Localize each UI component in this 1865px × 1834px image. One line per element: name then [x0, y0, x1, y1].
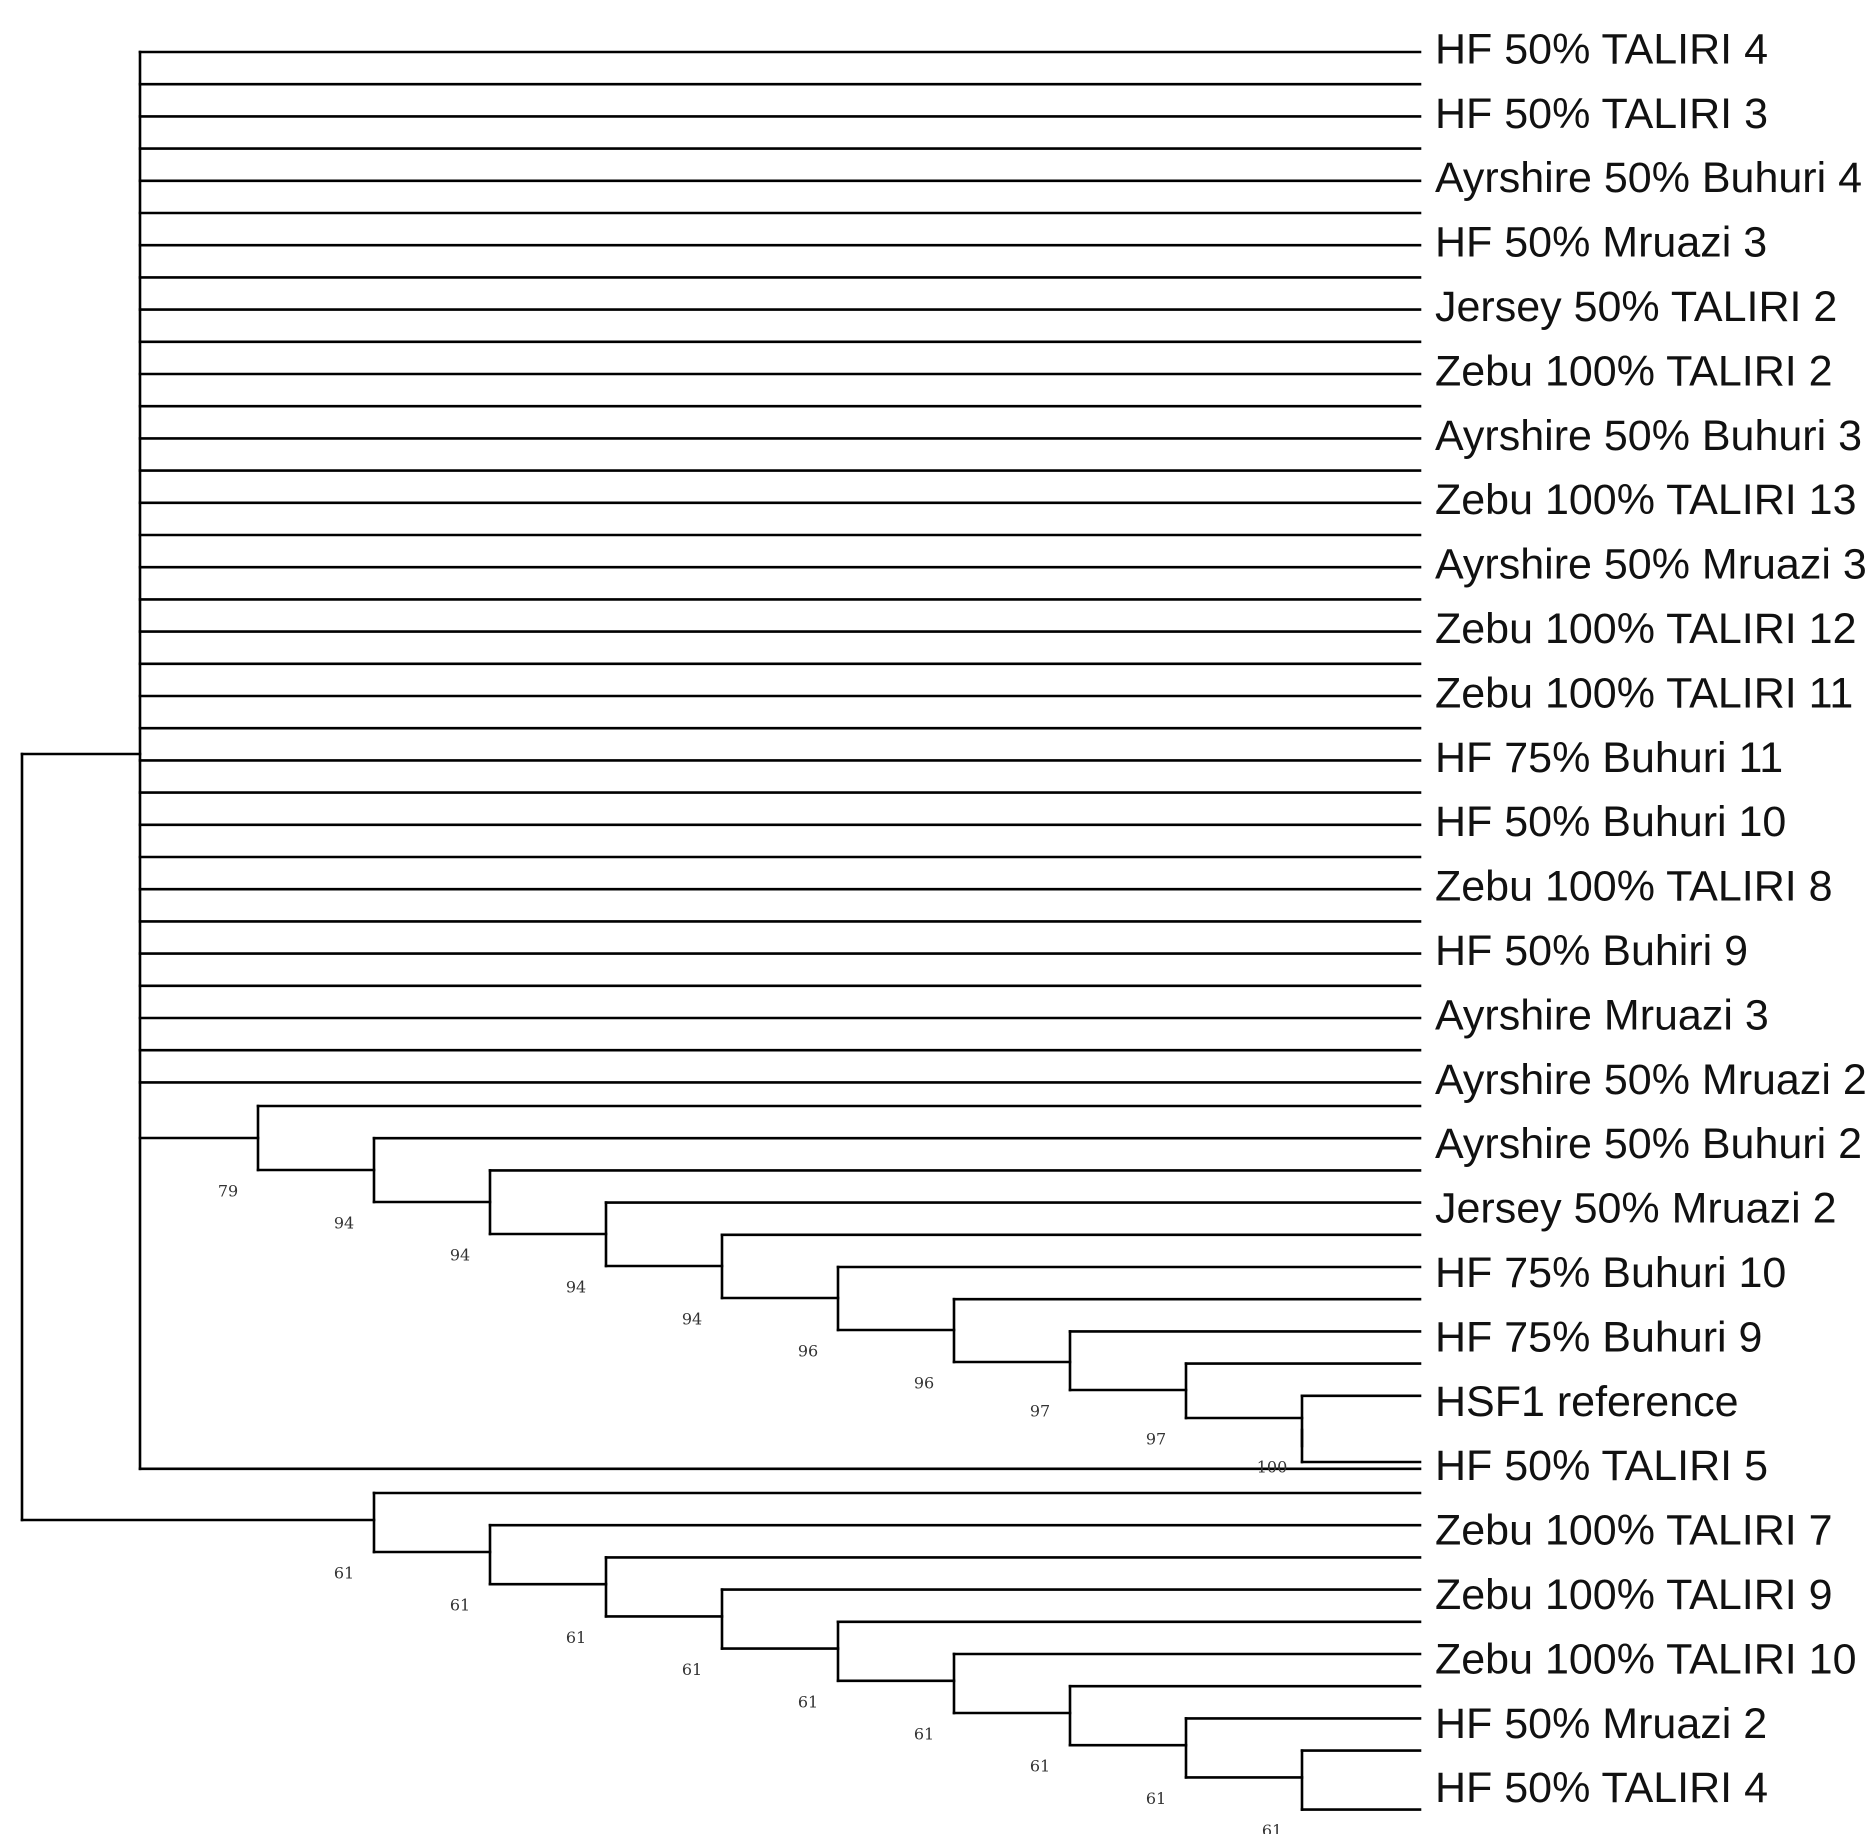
leaf-label: Zebu 100% TALIRI 8 — [1435, 863, 1833, 911]
leaf-label: Ayrshire 50% Buhuri 2 — [1435, 1120, 1862, 1168]
support-value: 61 — [1146, 1789, 1166, 1808]
leaf-label: Zebu 100% TALIRI 11 — [1435, 669, 1853, 717]
leaf-label: Zebu 100% TALIRI 7 — [1435, 1507, 1833, 1555]
leaf-label: HF 50% TALIRI 5 — [1435, 1442, 1768, 1490]
support-value: 61 — [450, 1596, 470, 1615]
support-value: 94 — [334, 1214, 354, 1233]
support-value: 94 — [566, 1278, 586, 1297]
leaf-label: Ayrshire Mruazi 3 — [1435, 991, 1769, 1039]
support-value: 97 — [1030, 1402, 1050, 1421]
support-value: 61 — [682, 1660, 702, 1679]
leaf-label: HF 50% Mruazi 3 — [1435, 219, 1767, 267]
leaf-label: HF 75% Buhuri 11 — [1435, 734, 1783, 782]
leaf-label: HF 50% Buhiri 9 — [1435, 927, 1748, 975]
leaf-label: Zebu 100% TALIRI 12 — [1435, 605, 1857, 653]
leaf-label: HF 75% Buhuri 9 — [1435, 1313, 1762, 1361]
support-value: 61 — [914, 1725, 934, 1744]
leaf-label: HF 50% TALIRI 4 — [1435, 25, 1768, 73]
support-value: 100 — [1257, 1458, 1288, 1477]
leaf-label: Zebu 100% TALIRI 2 — [1435, 347, 1833, 395]
leaf-label: Jersey 50% TALIRI 2 — [1435, 283, 1837, 331]
support-labels: 79 94 94 94 94 96 96 97 97 100 61 61 61 61 61 61 61 61 61 — [218, 1182, 1287, 1834]
support-value: 61 — [1262, 1821, 1282, 1834]
support-value: 79 — [218, 1182, 238, 1201]
support-value: 61 — [798, 1692, 818, 1711]
leaf-labels: HF 50% TALIRI 4 HF 50% TALIRI 3 Ayrshire 5… — [1435, 25, 1865, 1812]
leaf-label: HF 50% Buhuri 10 — [1435, 798, 1786, 846]
leaf-label: HSF1 reference — [1435, 1378, 1739, 1426]
leaf-label: Jersey 50% Mruazi 2 — [1435, 1185, 1837, 1233]
tree-branches — [20, 50, 1422, 1811]
leaf-label: HF 75% Buhuri 10 — [1435, 1249, 1786, 1297]
leaf-label: HF 50% TALIRI 3 — [1435, 90, 1768, 138]
support-value: 94 — [450, 1246, 470, 1265]
leaf-label: Ayrshire 50% Buhuri 4 — [1435, 154, 1862, 202]
support-value: 97 — [1146, 1430, 1166, 1449]
support-value: 61 — [566, 1628, 586, 1647]
leaf-label: Ayrshire 50% Mruazi 2 — [1435, 1056, 1865, 1104]
support-value: 96 — [798, 1342, 818, 1361]
leaf-label: Ayrshire 50% Buhuri 3 — [1435, 412, 1862, 460]
support-value: 61 — [334, 1564, 354, 1583]
leaf-label: Zebu 100% TALIRI 9 — [1435, 1571, 1833, 1619]
leaf-label: HF 50% Mruazi 2 — [1435, 1700, 1767, 1748]
leaf-label: Zebu 100% TALIRI 13 — [1435, 476, 1857, 524]
support-value: 96 — [914, 1374, 934, 1393]
leaf-label: Ayrshire 50% Mruazi 3 — [1435, 541, 1865, 589]
leaf-label: Zebu 100% TALIRI 10 — [1435, 1635, 1857, 1683]
support-value: 94 — [682, 1310, 702, 1329]
support-value: 61 — [1030, 1757, 1050, 1776]
leaf-label: HF 50% TALIRI 4 — [1435, 1764, 1768, 1812]
